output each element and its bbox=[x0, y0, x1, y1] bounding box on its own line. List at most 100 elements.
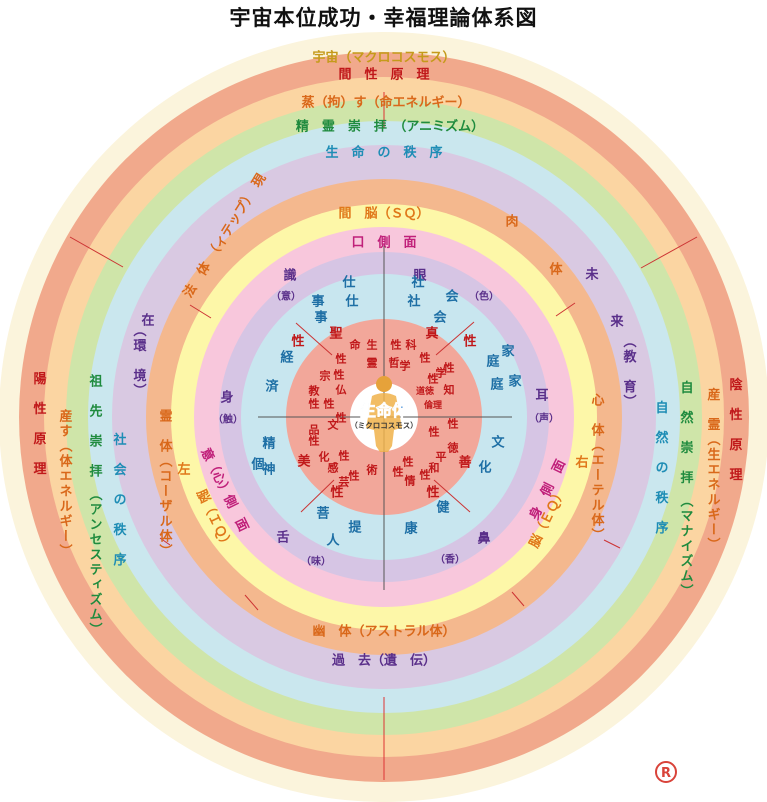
diagram-label: 精 bbox=[262, 436, 275, 452]
diagram-label: 菩 bbox=[316, 506, 329, 522]
diagram-label: 美 bbox=[297, 454, 311, 470]
diagram-label: （意） bbox=[271, 290, 301, 303]
diagram-label: 霊 bbox=[367, 357, 378, 370]
diagram-label: 神 bbox=[262, 462, 275, 478]
diagram-label: 性 bbox=[444, 361, 455, 375]
diagram-label: （触） bbox=[213, 413, 243, 426]
diagram-label: 間 脳（ＳＱ） bbox=[338, 206, 429, 222]
diagram-label: 祖 先 崇 拝 （アンセスティズム） bbox=[87, 374, 104, 638]
diagram-label: 倫理 bbox=[424, 399, 442, 411]
divider-line bbox=[433, 479, 471, 513]
diagram-label: 康 bbox=[404, 521, 418, 537]
diagram-label: 化 bbox=[319, 450, 330, 464]
divider-line bbox=[295, 322, 333, 356]
diagram-label: 識 bbox=[283, 268, 296, 284]
diagram-label: 済 bbox=[265, 379, 279, 395]
diagram-label: 身 bbox=[220, 390, 233, 406]
diagram-label: 性 bbox=[349, 469, 360, 483]
diagram-label: 人 bbox=[326, 533, 340, 549]
diagram-label: 鼻 bbox=[477, 531, 490, 547]
center-title: 生命体 bbox=[360, 401, 409, 420]
center-subtitle: （ミクロコスモス） bbox=[350, 420, 418, 430]
diagram-label: 仕 bbox=[341, 275, 355, 291]
divider-line bbox=[603, 539, 621, 549]
divider-line bbox=[300, 479, 335, 513]
divider-line bbox=[244, 594, 259, 611]
diagram-label: 霊 体（コーザル体） bbox=[157, 409, 174, 559]
diagram-label: 学 bbox=[436, 366, 447, 380]
diagram-label: 哲 bbox=[389, 356, 400, 370]
divider-line bbox=[435, 321, 475, 356]
diagram-label: 性 bbox=[403, 455, 414, 469]
diagram-label: 性 bbox=[391, 338, 402, 352]
diagram-label: 産 霊（生エネルギー） bbox=[705, 387, 722, 553]
diagram-label: 事 bbox=[314, 310, 327, 326]
diagram-label: 庭 bbox=[490, 377, 504, 393]
diagram-label: （色） bbox=[469, 290, 499, 303]
diagram-label: 化 bbox=[478, 460, 491, 476]
diagram-label: 性 bbox=[429, 425, 440, 439]
diagram-label: 情 bbox=[405, 474, 416, 488]
diagram-label: 会 bbox=[433, 310, 447, 326]
diagram-label: 自 然 崇 拝 （マナイズム） bbox=[678, 380, 695, 599]
diagram-label: 宇宙（マクロコスモス） bbox=[312, 50, 455, 66]
diagram-label: 生 命 の 秩 序 bbox=[325, 145, 442, 161]
diagram-label: 家 bbox=[508, 374, 522, 390]
diagram-label: 性 bbox=[336, 411, 347, 425]
diagram-label: 真 bbox=[425, 326, 438, 342]
diagram-label: 陰 性 原 理 bbox=[727, 377, 743, 483]
diagram-label: 性 bbox=[336, 352, 347, 366]
diagram-label: 個 bbox=[250, 457, 264, 473]
diagram-label: 左 bbox=[177, 462, 190, 478]
diagram-label: （声） bbox=[529, 412, 559, 425]
diagram-label: 芸 bbox=[339, 475, 350, 489]
diagram-label: 文 bbox=[491, 435, 505, 451]
diagram-label: 性 bbox=[339, 449, 350, 463]
divider-line bbox=[69, 236, 124, 268]
diagram-label: 性 bbox=[291, 334, 304, 350]
diagram-label: 性 bbox=[428, 372, 439, 386]
divider-line bbox=[159, 537, 171, 546]
diagram-label: 性 bbox=[330, 485, 343, 501]
diagram-label: 性 bbox=[448, 417, 459, 431]
diagram-label: 過 去（遺 伝） bbox=[331, 653, 436, 669]
diagram-label: 術 bbox=[366, 463, 378, 477]
divider-line bbox=[640, 236, 698, 269]
diagram-label: 会 bbox=[445, 289, 459, 305]
divider-line bbox=[189, 304, 212, 319]
diagram-label: 社 bbox=[410, 275, 424, 291]
diagram-label: 徳 bbox=[447, 441, 459, 455]
diagram-title: 宇宙本位成功・幸福理論体系図 bbox=[229, 6, 538, 30]
diagram-label: 産す（体エネルギー） bbox=[57, 408, 74, 559]
diagram-label: 性 bbox=[309, 434, 320, 448]
diagram-label: 家 bbox=[501, 344, 515, 360]
diagram-label: 和 bbox=[429, 461, 440, 475]
diagram-label: 生 bbox=[367, 338, 378, 352]
diagram-label: 教 bbox=[308, 384, 321, 398]
diagram-label: 宗 bbox=[320, 369, 331, 383]
diagram-label: 舌 bbox=[276, 530, 289, 546]
diagram-label: （味） bbox=[301, 555, 331, 568]
diagram-label: 体 bbox=[549, 262, 563, 278]
diagram-label: 自 然 の 秩 序 bbox=[653, 400, 669, 536]
diagram-label: 聖 bbox=[329, 326, 342, 342]
diagram-label: 文 bbox=[328, 418, 340, 432]
diagram-label: 未 bbox=[584, 267, 599, 283]
diagram-label: 肉 bbox=[505, 214, 518, 230]
diagram-label: 命 bbox=[349, 338, 362, 352]
diagram-label: 感 bbox=[328, 461, 339, 475]
diagram-label: 来 bbox=[609, 314, 624, 330]
diagram-label: 社 会 の 秩 序 bbox=[111, 432, 128, 568]
diagram-label: 道徳 bbox=[416, 385, 434, 397]
diagram-label: 眼 bbox=[413, 269, 427, 284]
diagram-label: 提 bbox=[348, 520, 362, 536]
diagram-label: 経 bbox=[280, 350, 294, 366]
registered-mark: R bbox=[655, 761, 677, 783]
diagram-label: 健 bbox=[436, 500, 449, 516]
diagram-label: 事 bbox=[311, 294, 324, 310]
diagram-label: 平 bbox=[436, 451, 447, 464]
divider-line bbox=[511, 591, 525, 607]
diagram-label: 性 bbox=[420, 468, 431, 482]
